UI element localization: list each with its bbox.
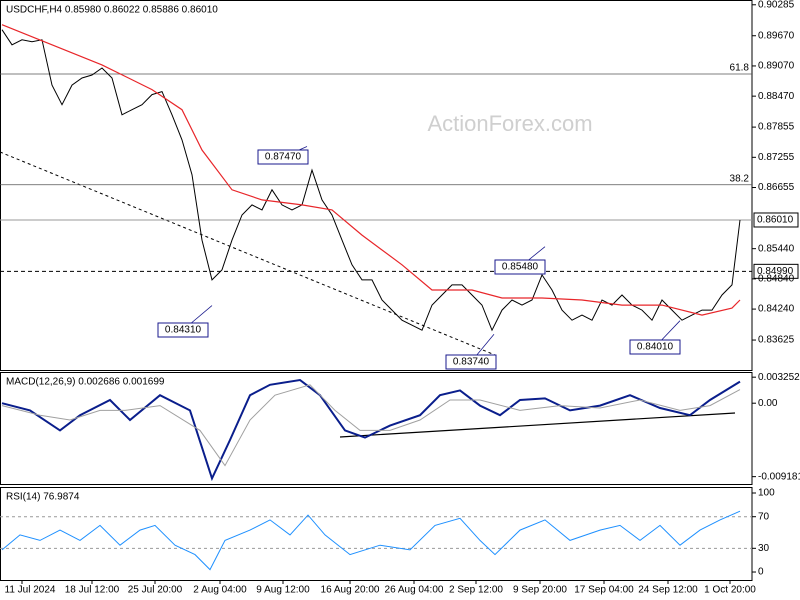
- x-tick-label: 11 Jul 2024: [5, 585, 56, 596]
- series-line: [1, 29, 741, 332]
- macd-support-line: [339, 412, 736, 438]
- price-box: [753, 263, 799, 279]
- y-tick-label: 0.90285: [758, 0, 795, 10]
- watermark: ActionForex.com: [427, 111, 592, 136]
- y-tick-label: 0.86655: [758, 182, 795, 193]
- annotation-box: [445, 354, 497, 370]
- x-tick-label: 9 Aug 12:00: [256, 585, 310, 596]
- panel-title: MACD(12,26,9) 0.002686 0.001699: [6, 377, 165, 388]
- x-tick-label: 2 Aug 04:00: [193, 585, 247, 596]
- annotation-box: [257, 149, 309, 165]
- annotation-box: [629, 339, 681, 355]
- series-line: [1, 24, 741, 316]
- y-tick-label: 0.003252: [758, 372, 800, 383]
- annotation-box: [494, 259, 546, 275]
- x-tick-label: 17 Sep 04:00: [574, 585, 634, 596]
- y-tick-label: 0.83625: [758, 335, 795, 346]
- x-tick-label: 25 Jul 20:00: [128, 585, 183, 596]
- y-tick-label: 0.87855: [758, 122, 795, 133]
- annotation-box: [157, 322, 209, 338]
- y-tick-label: 70: [758, 511, 770, 522]
- y-tick-label: 0.89070: [758, 61, 795, 72]
- series-line: [1, 384, 741, 467]
- y-tick-label: -0.009181: [758, 471, 800, 482]
- panel-title: USDCHF,H4 0.85980 0.86022 0.85886 0.8601…: [6, 5, 218, 16]
- annotation-label: 0.85480: [502, 262, 539, 273]
- y-tick-label: 0.00: [758, 398, 778, 409]
- annotation-label: 0.83740: [453, 357, 490, 368]
- series-line: [1, 378, 741, 482]
- price-box-label: 0.84990: [757, 266, 794, 277]
- y-tick-label: 0.87255: [758, 152, 795, 163]
- y-tick-label: 100: [758, 488, 775, 499]
- x-tick-label: 1 Oct 20:00: [704, 585, 756, 596]
- annotation-label: 0.84310: [165, 325, 202, 336]
- annotation-label: 0.84010: [637, 342, 674, 353]
- y-tick-label: 0.89670: [758, 30, 795, 41]
- panel-frame: [0, 0, 753, 371]
- y-tick-label: 0.84240: [758, 304, 795, 315]
- x-tick-label: 9 Sep 20:00: [513, 585, 567, 596]
- panel-frame: [0, 487, 753, 581]
- y-tick-label: 0: [758, 567, 764, 578]
- x-tick-label: 16 Aug 20:00: [321, 585, 380, 596]
- price-box-label: 0.86010: [757, 215, 794, 226]
- trend-line: [0, 151, 496, 356]
- panel-frame: [0, 372, 753, 485]
- x-tick-label: 18 Jul 12:00: [65, 585, 120, 596]
- annotation-label: 0.87470: [265, 152, 302, 163]
- price-box: [753, 212, 799, 228]
- panel-title: RSI(14) 76.9874: [6, 492, 80, 503]
- x-tick-label: 24 Sep 12:00: [638, 585, 698, 596]
- x-tick-label: 26 Aug 04:00: [385, 585, 444, 596]
- y-tick-label: 0.88470: [758, 91, 795, 102]
- series-line: [1, 510, 741, 571]
- x-tick-label: 2 Sep 12:00: [449, 585, 503, 596]
- fib-label: 61.8: [730, 63, 750, 74]
- y-tick-label: 30: [758, 543, 770, 554]
- fib-label: 38.2: [730, 173, 750, 184]
- y-tick-label: 0.84840: [758, 274, 795, 285]
- y-tick-label: 0.85440: [758, 243, 795, 254]
